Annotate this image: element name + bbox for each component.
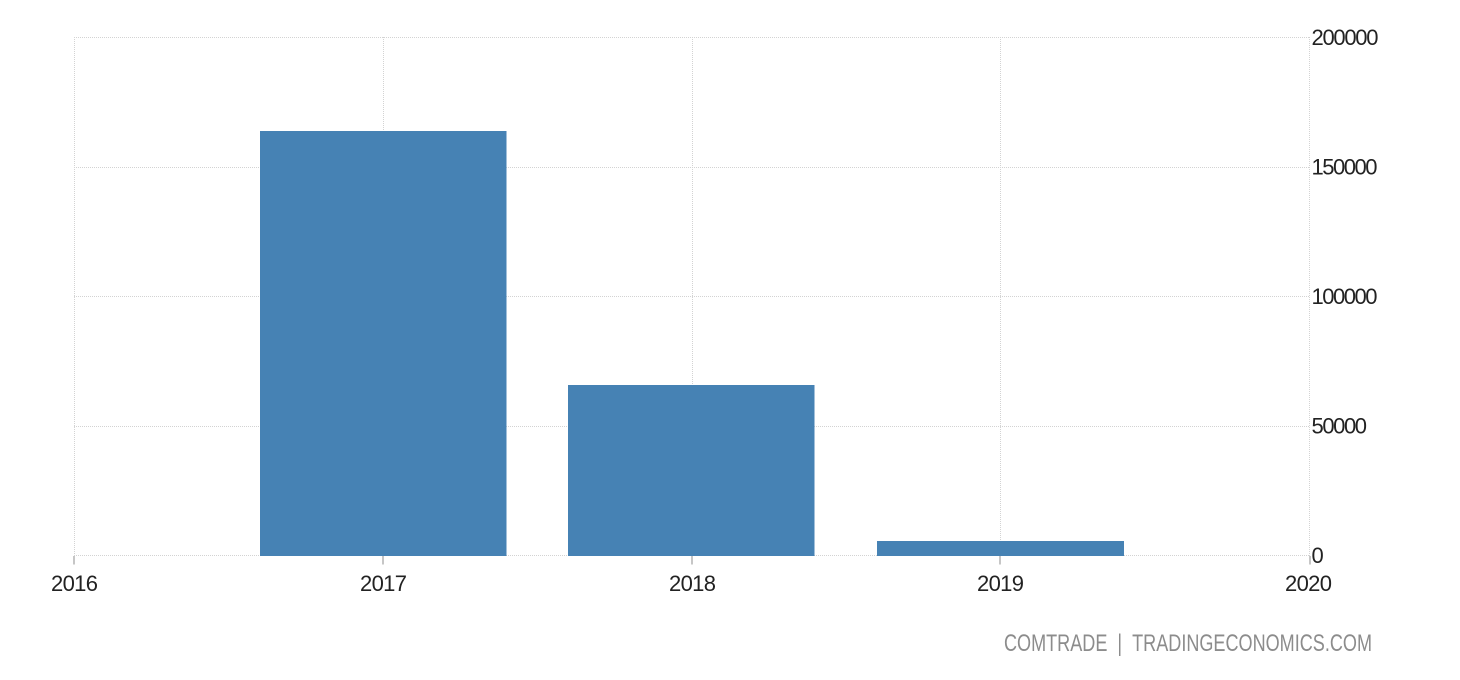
svg-text:COMTRADE | TRADINGECONOMICS.: COMTRADE | TRADINGECONOMICS.COM [1004,630,1372,657]
svg-text:50000: 50000 [1312,414,1368,439]
svg-text:200000: 200000 [1312,25,1379,50]
svg-text:2020: 2020 [1285,571,1332,596]
svg-text:2017: 2017 [360,571,407,596]
svg-text:150000: 150000 [1312,155,1378,180]
svg-text:2019: 2019 [977,571,1024,596]
svg-text:2016: 2016 [51,571,98,596]
svg-text:100000: 100000 [1312,284,1378,309]
svg-text:2018: 2018 [669,571,716,596]
svg-text:0: 0 [1312,543,1324,568]
